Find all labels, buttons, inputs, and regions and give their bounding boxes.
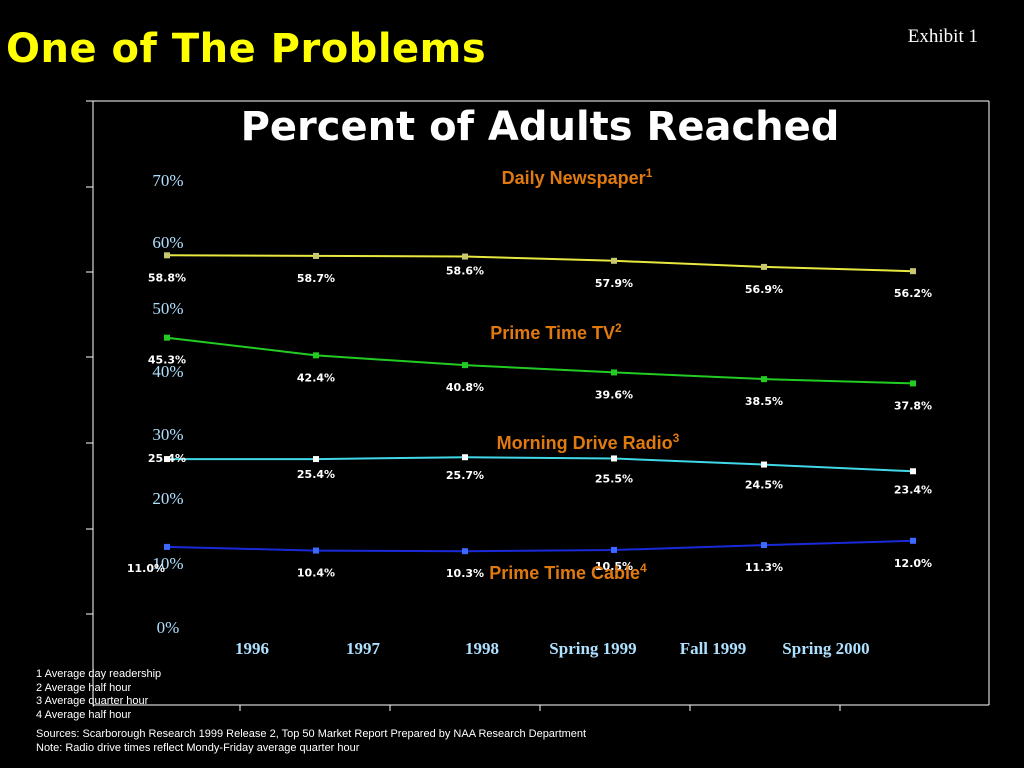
data-label: 45.3% [148, 354, 186, 367]
data-label: 10.3% [446, 567, 484, 580]
data-point-marker [761, 461, 767, 468]
data-label: 42.4% [297, 371, 335, 384]
data-point-marker [164, 334, 170, 341]
data-point-marker [313, 352, 319, 359]
data-point-marker [611, 546, 617, 553]
data-point-marker [462, 253, 468, 260]
data-label: 38.5% [745, 395, 783, 408]
data-point-marker [313, 252, 319, 259]
data-point-marker [164, 252, 170, 259]
series-line [166, 539, 914, 553]
data-label: 40.8% [446, 381, 484, 394]
data-label: 56.9% [745, 283, 783, 296]
data-point-marker [462, 362, 468, 369]
data-point-marker [164, 456, 170, 463]
data-point-marker [611, 455, 617, 462]
x-category-label: Spring 1999 [549, 639, 636, 658]
series-line [167, 456, 914, 473]
x-category-label: 1998 [465, 639, 499, 658]
series-line [166, 336, 914, 385]
sources-line: Sources: Scarborough Research 1999 Relea… [36, 728, 587, 740]
footnote-2: 2 Average half hour [36, 681, 132, 694]
data-label: 25.5% [595, 472, 633, 485]
data-point-marker [910, 268, 916, 275]
series-line [166, 254, 914, 273]
footnote-1: 1 Average day readership [36, 668, 162, 680]
data-label: 11.3% [745, 561, 783, 574]
data-point-marker [761, 542, 767, 549]
data-label: 56.2% [894, 287, 932, 300]
y-tick-label: 50% [152, 299, 183, 318]
data-label: 24.5% [745, 479, 783, 492]
data-point-marker [313, 456, 319, 463]
y-tick-label: 30% [152, 425, 183, 444]
data-point-marker [910, 468, 916, 475]
data-label: 37.8% [894, 399, 932, 412]
data-point-marker [462, 454, 468, 461]
y-tick-label: 60% [152, 233, 183, 252]
series-name-label: Daily Newspaper1 [502, 166, 653, 188]
data-label: 58.7% [297, 272, 335, 285]
footnotes: 1 Average day readership 2 Average half … [36, 668, 161, 722]
sources-note: Sources: Scarborough Research 1999 Relea… [36, 728, 586, 755]
data-label: 58.8% [148, 271, 186, 284]
footnote-3: 3 Average quarter hour [36, 695, 149, 707]
data-label: 23.4% [894, 483, 932, 496]
data-label: 10.5% [595, 560, 633, 573]
x-category-label: Spring 2000 [782, 639, 869, 658]
data-label: 58.6% [446, 265, 484, 278]
chart-title: Percent of Adults Reached [240, 104, 840, 150]
data-point-marker [910, 537, 916, 544]
series-name-label: Prime Time Cable4 [489, 561, 647, 583]
y-tick-label: 40% [152, 362, 183, 381]
x-category-label: 1996 [235, 639, 269, 658]
series-name-label: Prime Time TV2 [490, 321, 622, 343]
data-label: 25.4% [297, 468, 335, 481]
footnote-4: 4 Average half hour [36, 708, 132, 721]
series-name-label: Morning Drive Radio3 [497, 431, 680, 453]
exhibit-label: Exhibit 1 [907, 26, 978, 47]
data-label: 57.9% [595, 277, 633, 290]
slide-title: One of The Problems [6, 26, 487, 72]
data-label: 12.0% [894, 557, 932, 570]
y-tick-label: 0% [157, 618, 180, 637]
x-category-label: 1997 [346, 639, 381, 658]
data-point-marker [611, 257, 617, 264]
x-category-label: Fall 1999 [680, 639, 747, 658]
radio-note-line: Note: Radio drive times reflect Mondy-Fr… [36, 741, 360, 754]
data-point-marker [761, 263, 767, 270]
y-tick-label: 70% [152, 171, 183, 190]
data-label: 25.7% [446, 469, 484, 482]
data-point-marker [611, 369, 617, 376]
data-label: 25.4% [148, 452, 186, 465]
data-label: 11.0% [127, 562, 165, 575]
data-point-marker [164, 543, 170, 550]
data-point-marker [761, 376, 767, 383]
y-tick-label: 20% [152, 489, 183, 508]
data-point-marker [313, 547, 319, 554]
data-point-marker [462, 548, 468, 555]
data-label: 39.6% [595, 388, 633, 401]
data-label: 10.4% [297, 567, 335, 580]
data-point-marker [910, 380, 916, 387]
y-tick-label: 10% [152, 554, 183, 573]
